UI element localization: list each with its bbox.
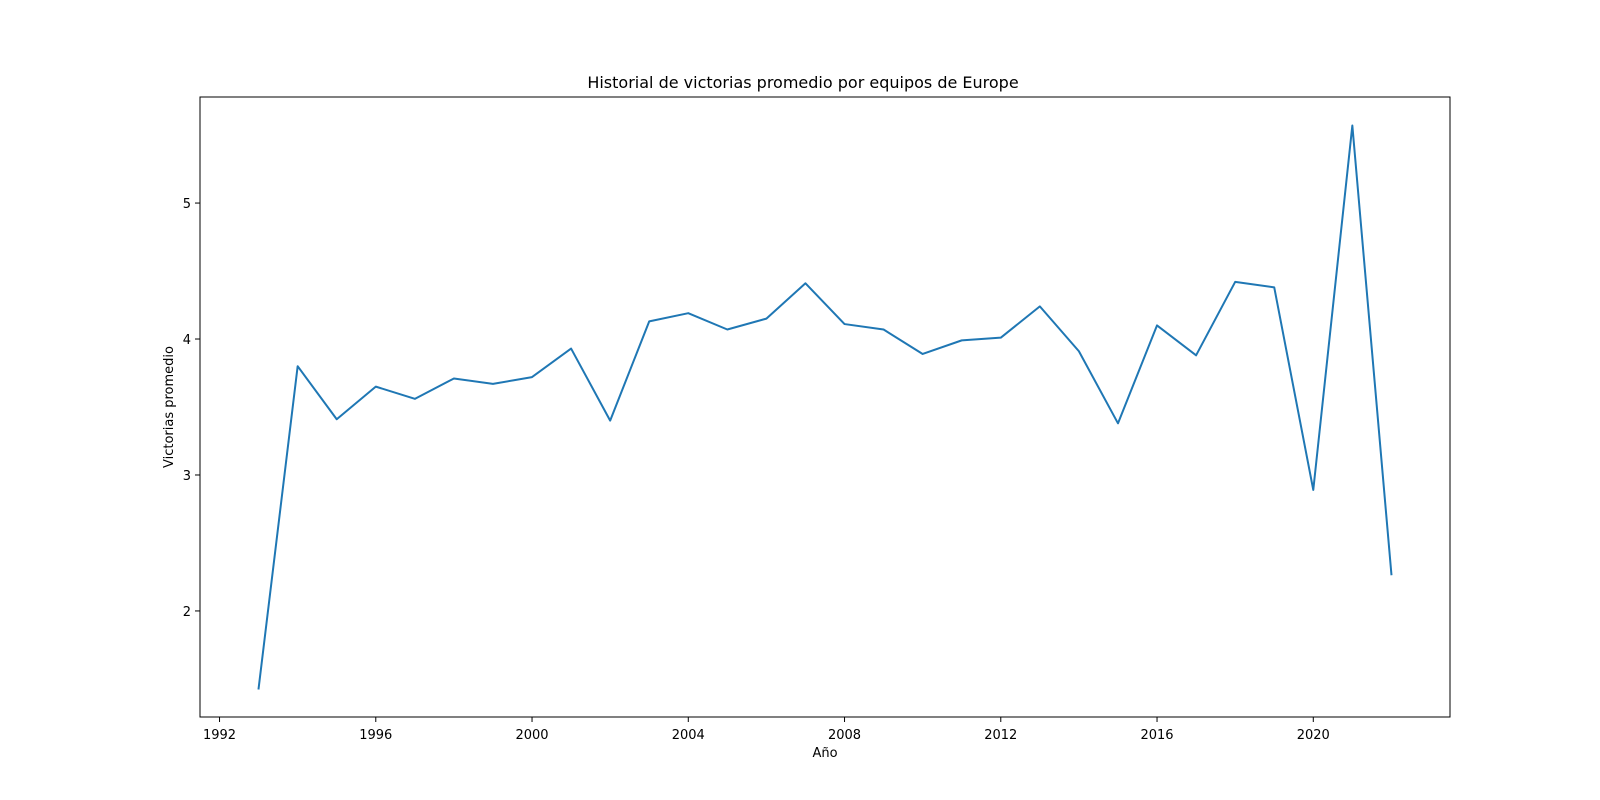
y-axis: 2 3 4 5 <box>183 197 200 620</box>
x-tick-label: 2016 <box>1140 728 1173 743</box>
x-tick-label: 1996 <box>359 728 392 743</box>
plot-area <box>257 124 1393 690</box>
x-tick-label: 2004 <box>672 728 705 743</box>
x-tick-label: 2008 <box>828 728 861 743</box>
series-line <box>257 124 1393 690</box>
axes-frame <box>199 96 1451 718</box>
x-axis-label: Año <box>812 746 837 761</box>
x-tick-label: 1992 <box>203 728 236 743</box>
chart-title: Historial de victorias promedio por equi… <box>587 73 1018 92</box>
y-tick-label: 3 <box>183 469 191 484</box>
y-tick-label: 4 <box>183 333 191 348</box>
x-tick-label: 2020 <box>1297 728 1330 743</box>
y-axis-label: Victorias promedio <box>162 346 177 468</box>
x-tick-label: 2012 <box>984 728 1017 743</box>
x-tick-label: 2000 <box>515 728 548 743</box>
y-tick-label: 2 <box>183 605 191 620</box>
y-tick-label: 5 <box>183 197 191 212</box>
x-axis: 1992 1996 2000 2004 2008 2012 2016 2020 <box>203 717 1330 743</box>
